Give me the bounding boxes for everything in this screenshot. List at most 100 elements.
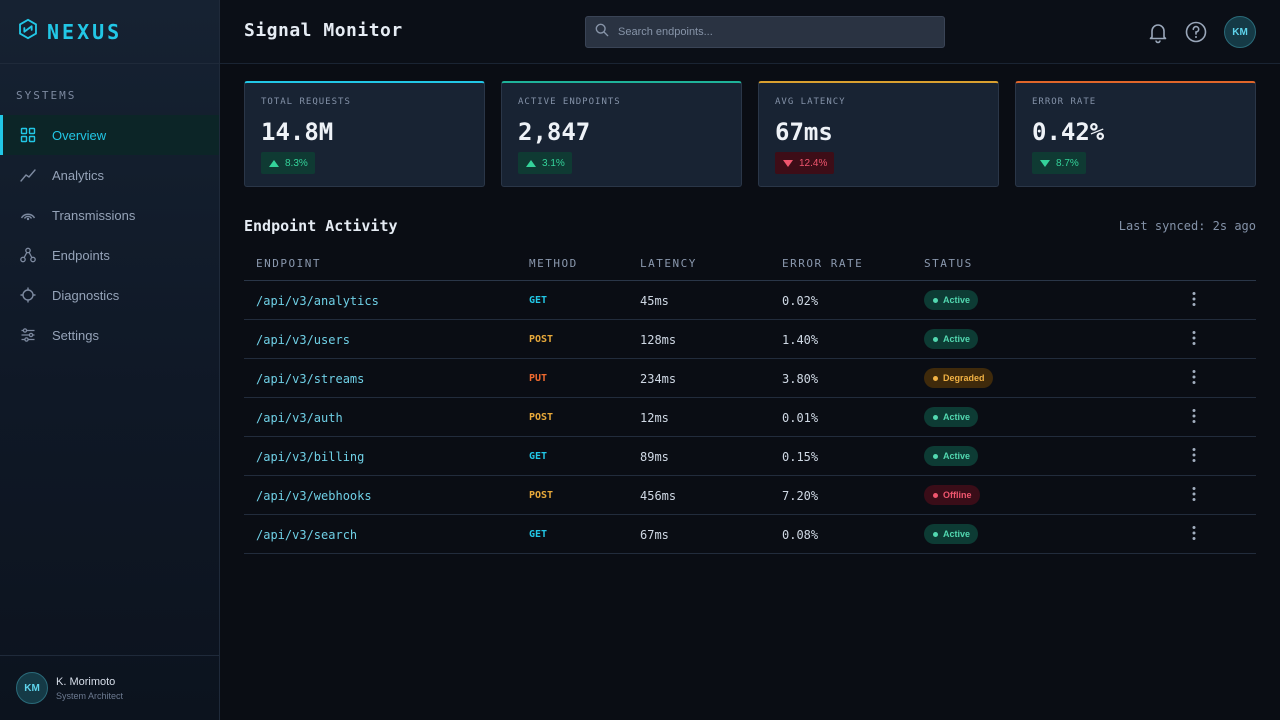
status-text: Active: [943, 295, 971, 305]
stat-delta: 12.4%: [775, 152, 835, 174]
status-text: Degraded: [943, 373, 985, 383]
status-badge: Active: [924, 446, 979, 466]
more-options-icon[interactable]: [1189, 369, 1199, 385]
search-input[interactable]: [618, 26, 928, 38]
more-options-icon[interactable]: [1189, 525, 1199, 541]
header: Signal Monitor KM: [220, 0, 1280, 64]
sidebar-item-endpoints[interactable]: Endpoints: [0, 235, 219, 275]
method-label: GET: [529, 529, 548, 540]
stat-delta: 3.1%: [518, 152, 572, 174]
stat-card-total-requests: TOTAL REQUESTS 14.8M 8.3%: [244, 81, 485, 187]
status-text: Active: [943, 412, 971, 422]
table-row[interactable]: /api/v3/users POST 128ms 1.40% Active: [244, 320, 1256, 359]
stat-card-active-endpoints: ACTIVE ENDPOINTS 2,847 3.1%: [501, 81, 742, 187]
brand[interactable]: NEXUS: [0, 0, 219, 64]
more-options-icon[interactable]: [1189, 486, 1199, 502]
crosshair-icon: [20, 287, 36, 303]
help-icon[interactable]: [1184, 20, 1208, 44]
endpoint-path[interactable]: /api/v3/webhooks: [256, 489, 372, 503]
column-header-latency[interactable]: LATENCY: [640, 257, 697, 270]
column-header-endpoint[interactable]: ENDPOINT: [256, 257, 321, 270]
status-dot-icon: [933, 336, 938, 342]
table-row[interactable]: /api/v3/search GET 67ms 0.08% Active: [244, 515, 1256, 554]
stat-delta-value: 12.4%: [799, 157, 828, 169]
status-text: Active: [943, 451, 971, 461]
column-header-status[interactable]: STATUS: [924, 257, 973, 270]
endpoint-path[interactable]: /api/v3/billing: [256, 450, 365, 464]
trend-up-icon: [269, 159, 279, 167]
method-label: POST: [529, 490, 554, 501]
status-dot-icon: [933, 375, 938, 381]
endpoint-path[interactable]: /api/v3/auth: [256, 411, 343, 425]
bell-icon[interactable]: [1146, 20, 1170, 44]
more-options-icon[interactable]: [1189, 447, 1199, 463]
last-synced: Last synced: 2s ago: [1118, 219, 1256, 233]
stat-label: ACTIVE ENDPOINTS: [518, 97, 621, 107]
sidebar-item-transmissions[interactable]: Transmissions: [0, 195, 219, 235]
table-row[interactable]: /api/v3/auth POST 12ms 0.01% Active: [244, 398, 1256, 437]
stat-delta-value: 8.7%: [1056, 157, 1079, 169]
latency-value: 456ms: [640, 489, 677, 503]
table-row[interactable]: /api/v3/analytics GET 45ms 0.02% Active: [244, 281, 1256, 320]
user-name: K. Morimoto: [56, 675, 116, 688]
more-options-icon[interactable]: [1189, 408, 1199, 424]
status-text: Active: [943, 334, 971, 344]
section-title: Endpoint Activity: [244, 217, 398, 235]
status-text: Active: [943, 529, 971, 539]
endpoint-path[interactable]: /api/v3/analytics: [256, 294, 379, 308]
status-badge: Active: [924, 290, 979, 310]
stat-card-error-rate: ERROR RATE 0.42% 8.7%: [1015, 81, 1256, 187]
nodes-icon: [20, 247, 36, 263]
search-box[interactable]: [585, 16, 945, 48]
endpoint-path[interactable]: /api/v3/users: [256, 333, 350, 347]
user-info: K. Morimoto System Architect: [56, 676, 123, 701]
stat-delta-value: 3.1%: [542, 157, 565, 169]
stat-delta: 8.3%: [261, 152, 315, 174]
sidebar-item-label: Diagnostics: [52, 287, 120, 303]
status-badge: Offline: [924, 485, 980, 505]
more-options-icon[interactable]: [1189, 291, 1199, 307]
status-dot-icon: [933, 453, 938, 459]
status-badge: Degraded: [924, 368, 993, 388]
trend-down-icon: [783, 159, 793, 167]
error-rate-value: 0.15%: [782, 450, 819, 464]
sidebar-item-label: Overview: [52, 127, 107, 143]
trend-line-icon: [20, 167, 36, 183]
column-header-error-rate[interactable]: ERROR RATE: [782, 257, 864, 270]
latency-value: 67ms: [640, 528, 669, 542]
more-options-icon[interactable]: [1189, 330, 1199, 346]
sidebar-item-overview[interactable]: Overview: [0, 115, 219, 155]
stat-value: 0.42%: [1032, 118, 1105, 146]
stat-card-avg-latency: AVG LATENCY 67ms 12.4%: [758, 81, 999, 187]
sidebar-item-settings[interactable]: Settings: [0, 315, 219, 355]
sidebar-item-label: Settings: [52, 327, 99, 343]
status-dot-icon: [933, 414, 938, 420]
header-avatar[interactable]: KM: [1224, 16, 1256, 48]
user-profile[interactable]: KM K. Morimoto System Architect: [0, 655, 219, 720]
error-rate-value: 0.01%: [782, 411, 819, 425]
column-header-method[interactable]: METHOD: [529, 257, 578, 270]
grid-icon: [20, 127, 36, 143]
table-row[interactable]: /api/v3/webhooks POST 456ms 7.20% Offlin…: [244, 476, 1256, 515]
method-label: GET: [529, 451, 548, 462]
table-row[interactable]: /api/v3/billing GET 89ms 0.15% Active: [244, 437, 1256, 476]
endpoint-path[interactable]: /api/v3/search: [256, 528, 358, 542]
latency-value: 128ms: [640, 333, 677, 347]
sidebar: NEXUS SYSTEMS Overview Analytics Transmi…: [0, 0, 220, 720]
sidebar-item-label: Transmissions: [52, 207, 136, 223]
sliders-icon: [20, 327, 36, 343]
status-dot-icon: [933, 531, 938, 537]
stat-delta: 8.7%: [1032, 152, 1086, 174]
trend-up-icon: [526, 159, 536, 167]
status-badge: Active: [924, 329, 979, 349]
stat-label: AVG LATENCY: [775, 97, 846, 107]
status-dot-icon: [933, 297, 938, 303]
sidebar-item-analytics[interactable]: Analytics: [0, 155, 219, 195]
stat-label: ERROR RATE: [1032, 97, 1097, 107]
latency-value: 12ms: [640, 411, 669, 425]
endpoint-path[interactable]: /api/v3/streams: [256, 372, 365, 386]
signal-icon: [20, 207, 36, 223]
sidebar-item-diagnostics[interactable]: Diagnostics: [0, 275, 219, 315]
table-row[interactable]: /api/v3/streams PUT 234ms 3.80% Degraded: [244, 359, 1256, 398]
latency-value: 89ms: [640, 450, 669, 464]
